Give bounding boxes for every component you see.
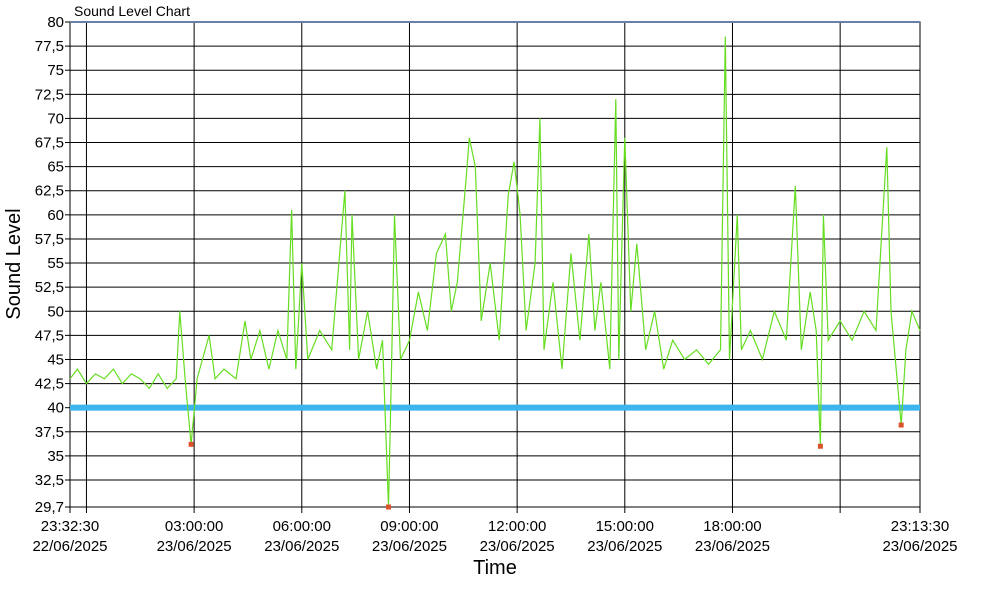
x-tick-label: 06:00:00 23/06/2025 bbox=[264, 518, 339, 555]
y-tick-label: 75 bbox=[47, 62, 64, 79]
x-tick-label: 09:00:00 23/06/2025 bbox=[372, 518, 447, 555]
x-tick-label-line: 23/06/2025 bbox=[264, 538, 339, 555]
x-axis-label: Time bbox=[473, 557, 517, 579]
sound-line bbox=[69, 36, 921, 508]
x-tick-label-line: 18:00:00 bbox=[703, 518, 761, 535]
y-tick-label: 50 bbox=[47, 303, 64, 320]
x-tick-label: 23:32:30 22/06/2025 bbox=[32, 518, 107, 555]
y-tick-label: 45 bbox=[47, 351, 64, 368]
y-tick-label: 37,5 bbox=[35, 424, 64, 441]
x-tick-label: 15:00:00 23/06/2025 bbox=[587, 518, 662, 555]
minimum-marker bbox=[188, 441, 194, 447]
y-tick-label: 35 bbox=[47, 448, 64, 465]
y-tick-label: 52,5 bbox=[35, 279, 64, 296]
x-tick-label-line: 23/06/2025 bbox=[695, 538, 770, 555]
y-tick-label: 47,5 bbox=[35, 327, 64, 344]
y-tick-label: 55 bbox=[47, 255, 64, 272]
x-tick-label-line: 03:00:00 bbox=[165, 518, 223, 535]
x-tick-label-line: 23/06/2025 bbox=[157, 538, 232, 555]
x-tick-label-line: 23/06/2025 bbox=[882, 538, 957, 555]
x-tick-label-line: 23/06/2025 bbox=[372, 538, 447, 555]
x-tick-label-line: 23:13:30 bbox=[891, 518, 949, 535]
x-tick-label-line: 23/06/2025 bbox=[587, 538, 662, 555]
x-tick-label-line: 06:00:00 bbox=[273, 518, 331, 535]
y-tick-label: 65 bbox=[47, 159, 64, 176]
y-tick-label: 40 bbox=[47, 400, 64, 417]
x-tick-label: 18:00:00 23/06/2025 bbox=[695, 518, 770, 555]
minimum-marker bbox=[898, 422, 904, 428]
y-tick-label: 80 bbox=[47, 14, 64, 31]
minimum-marker bbox=[386, 504, 392, 510]
y-tick-label: 67,5 bbox=[35, 135, 64, 152]
x-tick-label-line: 23:32:30 bbox=[41, 518, 99, 535]
y-tick-label: 72,5 bbox=[35, 86, 64, 103]
y-tick-label: 42,5 bbox=[35, 376, 64, 393]
x-tick-label-line: 23/06/2025 bbox=[480, 538, 555, 555]
y-tick-label: 57,5 bbox=[35, 231, 64, 248]
chart-title: Sound Level Chart bbox=[74, 3, 190, 19]
minimum-marker bbox=[817, 443, 823, 449]
y-tick-label: 29,7 bbox=[35, 499, 64, 516]
y-tick-label: 70 bbox=[47, 110, 64, 127]
y-tick-label: 32,5 bbox=[35, 472, 64, 489]
x-tick-label-line: 15:00:00 bbox=[596, 518, 654, 535]
x-tick-label-line: 09:00:00 bbox=[380, 518, 438, 535]
y-tick-label: 77,5 bbox=[35, 38, 64, 55]
y-tick-label: 62,5 bbox=[35, 183, 64, 200]
y-tick-label: 60 bbox=[47, 207, 64, 224]
x-tick-label-line: 12:00:00 bbox=[488, 518, 546, 535]
y-axis-label: Sound Level bbox=[3, 208, 25, 319]
x-tick-label-line: 22/06/2025 bbox=[32, 538, 107, 555]
x-tick-label: 12:00:00 23/06/2025 bbox=[480, 518, 555, 555]
plot-area bbox=[69, 21, 921, 508]
x-tick-label: 03:00:00 23/06/2025 bbox=[157, 518, 232, 555]
x-tick-label: 23:13:30 23/06/2025 bbox=[882, 518, 957, 555]
